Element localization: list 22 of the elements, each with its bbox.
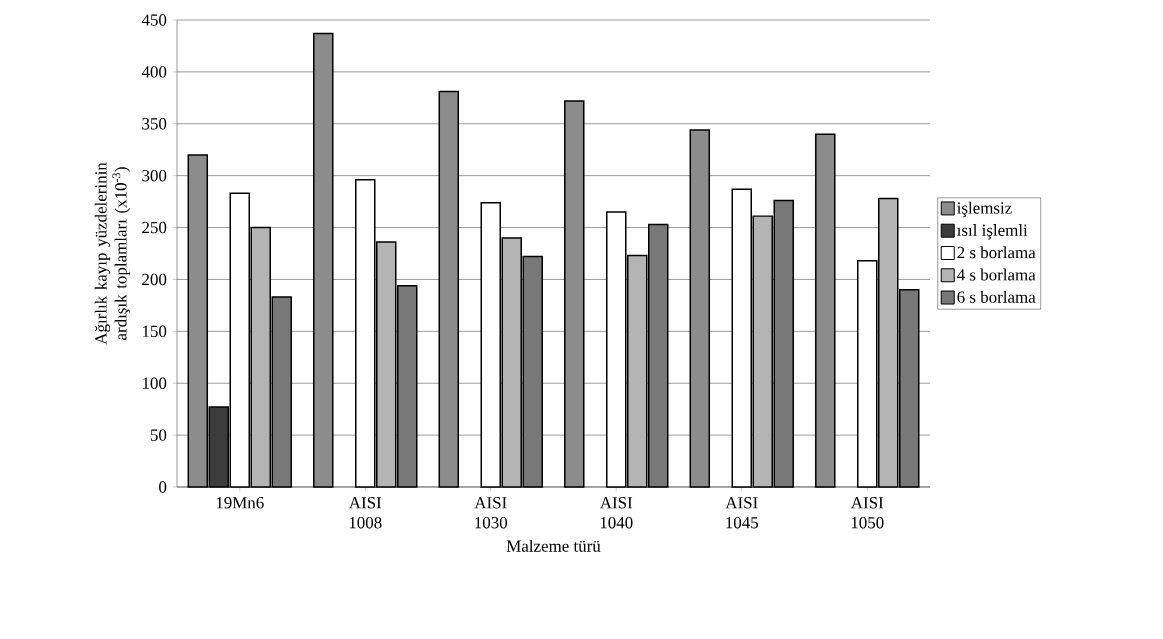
y-tick-label: 150 bbox=[142, 325, 167, 338]
y-tick-label: 300 bbox=[142, 169, 167, 182]
x-axis-title: Malzeme türü bbox=[506, 539, 601, 552]
y-tick-label: 100 bbox=[142, 377, 167, 389]
y-tick-label: 450 bbox=[141, 14, 167, 26]
x-tick-label: 19Mn6 bbox=[216, 497, 264, 509]
x-tick-label: AISI 1050 bbox=[850, 497, 884, 529]
y-tick-label: 350 bbox=[142, 118, 167, 130]
x-tick-label: AISI 1040 bbox=[599, 497, 633, 529]
legend-label: 6 s borlama bbox=[957, 290, 1036, 303]
x-tick-label: AISI 1030 bbox=[474, 497, 508, 529]
x-tick-label: AISI 1008 bbox=[348, 497, 382, 529]
y-tick-label: 250 bbox=[142, 221, 167, 234]
y-tick-label: 200 bbox=[142, 273, 167, 286]
y-tick-label: 0 bbox=[159, 481, 167, 493]
y-tick-label: 50 bbox=[150, 429, 167, 441]
legend-label: 4 s borlama bbox=[957, 268, 1036, 281]
legend-label: ısıl işlemli bbox=[957, 224, 1028, 240]
y-tick-label: 400 bbox=[141, 66, 167, 78]
legend-label: 2 s borlama bbox=[957, 246, 1036, 259]
legend-label: işlemsiz bbox=[957, 201, 1012, 218]
x-tick-label: AISI 1045 bbox=[725, 497, 759, 529]
